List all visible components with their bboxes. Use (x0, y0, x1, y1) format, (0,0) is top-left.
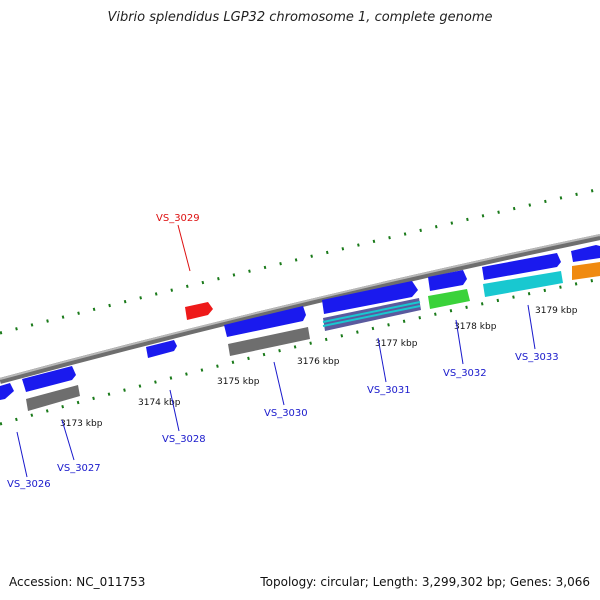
feature-tracks (26, 271, 563, 411)
gene-label[interactable]: VS_3026 (7, 479, 51, 490)
kbp-label: 3179 kbp (535, 306, 578, 316)
gene-arrow[interactable] (572, 262, 600, 280)
gene-arrow[interactable] (428, 270, 467, 291)
gene-arrow[interactable] (185, 302, 213, 320)
chromosome-backbone (0, 234, 600, 384)
accession-label: Accession: NC_011753 (9, 575, 146, 589)
forward-strand-genes (0, 245, 600, 400)
kbp-label: 3177 kbp (375, 339, 418, 349)
gene-label[interactable]: VS_3031 (367, 385, 411, 396)
gene-label[interactable]: VS_3030 (264, 408, 308, 419)
gene-arrow[interactable] (571, 245, 600, 262)
gene-label[interactable]: VS_3033 (515, 352, 559, 363)
gene-label[interactable]: VS_3028 (162, 434, 206, 445)
gene-arrow[interactable] (224, 306, 306, 337)
kbp-label: 3173 kbp (60, 419, 103, 429)
kbp-label: 3174 kbp (138, 398, 181, 408)
kbp-label: 3178 kbp (454, 322, 497, 332)
gene-arrow[interactable] (0, 383, 14, 400)
kbp-label: 3175 kbp (217, 377, 260, 387)
map-title: Vibrio splendidus LGP32 chromosome 1, co… (107, 10, 493, 25)
gene-arrow[interactable] (322, 281, 418, 314)
gene-label[interactable]: VS_3027 (57, 463, 101, 474)
gene-label[interactable]: VS_3032 (443, 368, 487, 379)
kbp-label: 3176 kbp (297, 357, 340, 367)
gene-arrow[interactable] (146, 340, 177, 358)
inner-tick-ring (0, 277, 600, 426)
gene-arrow[interactable] (22, 366, 76, 392)
gene-arrow[interactable] (482, 253, 561, 280)
gene-label[interactable]: VS_3029 (156, 213, 200, 224)
topology-label: Topology: circular; Length: 3,299,302 bp… (260, 575, 590, 589)
gene-leader-lines (16, 224, 536, 478)
